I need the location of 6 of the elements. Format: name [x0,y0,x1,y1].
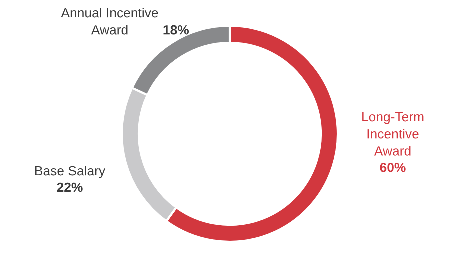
slice-label: Long-Term Incentive Award [362,112,424,156]
slice-label: Base Salary [36,166,106,178]
data-label: 22% [57,182,83,192]
data-label: 60% [380,162,406,172]
slice-label: Annual Incentive Award [61,8,158,35]
data-label: 18% [164,25,190,35]
